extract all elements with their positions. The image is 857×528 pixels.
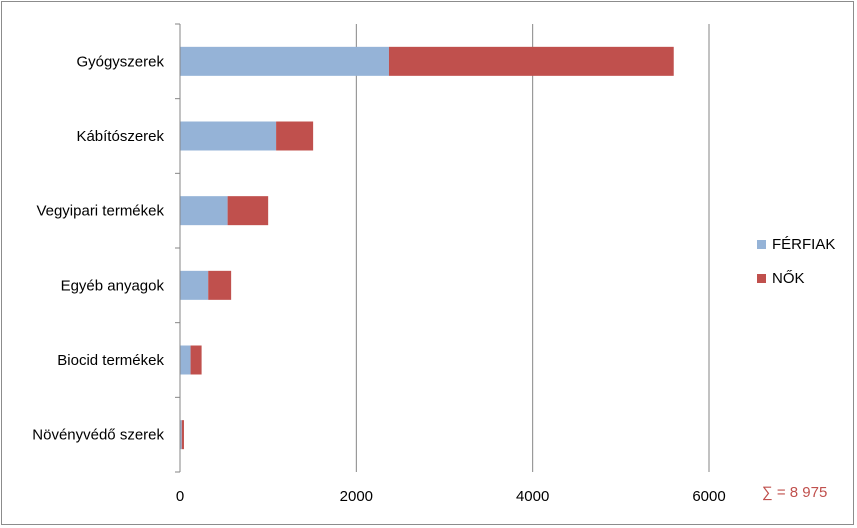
bar-0-series-1 — [388, 46, 674, 76]
bar-1-series-0 — [180, 121, 277, 151]
bar-3-series-0 — [180, 270, 209, 300]
category-label-2: Vegyipari termékek — [36, 203, 164, 220]
bar-2-series-1 — [227, 196, 269, 226]
category-label-1: Kábítószerek — [76, 128, 164, 145]
bars — [180, 46, 674, 450]
legend-label-ferfiak: FÉRFIAK — [772, 236, 836, 253]
x-tick-labels: 0 2000 4000 6000 — [176, 488, 726, 505]
y-axis — [175, 23, 181, 473]
x-tick-label-2: 4000 — [516, 488, 549, 505]
x-tick-label-1: 2000 — [340, 488, 373, 505]
legend-label-nok: NŐK — [772, 270, 805, 287]
bar-5-series-0 — [180, 420, 182, 450]
bar-4-series-0 — [180, 345, 191, 375]
x-tick-label-3: 6000 — [692, 488, 725, 505]
x-tick-label-0: 0 — [176, 488, 184, 505]
category-label-5: Növényvédő szerek — [32, 427, 164, 444]
gridlines — [355, 24, 710, 472]
bar-2-series-0 — [180, 196, 228, 226]
category-label-0: Gyógyszerek — [76, 53, 164, 70]
legend-item-nok: NŐK — [757, 270, 805, 287]
category-label-4: Biocid termékek — [57, 352, 164, 369]
sum-annotation: ∑ = 8 975 — [762, 484, 828, 501]
legend-item-ferfiak: FÉRFIAK — [757, 236, 835, 253]
bar-0-series-0 — [180, 46, 389, 76]
bar-4-series-1 — [190, 345, 202, 375]
category-labels: Gyógyszerek Kábítószerek Vegyipari terméke… — [32, 53, 164, 443]
bar-5-series-1 — [181, 420, 184, 450]
category-label-3: Egyéb anyagok — [61, 277, 165, 294]
legend-swatch-ferfiak — [757, 240, 766, 249]
legend-swatch-nok — [757, 274, 766, 283]
bar-3-series-1 — [208, 270, 232, 300]
bar-1-series-1 — [276, 121, 314, 151]
